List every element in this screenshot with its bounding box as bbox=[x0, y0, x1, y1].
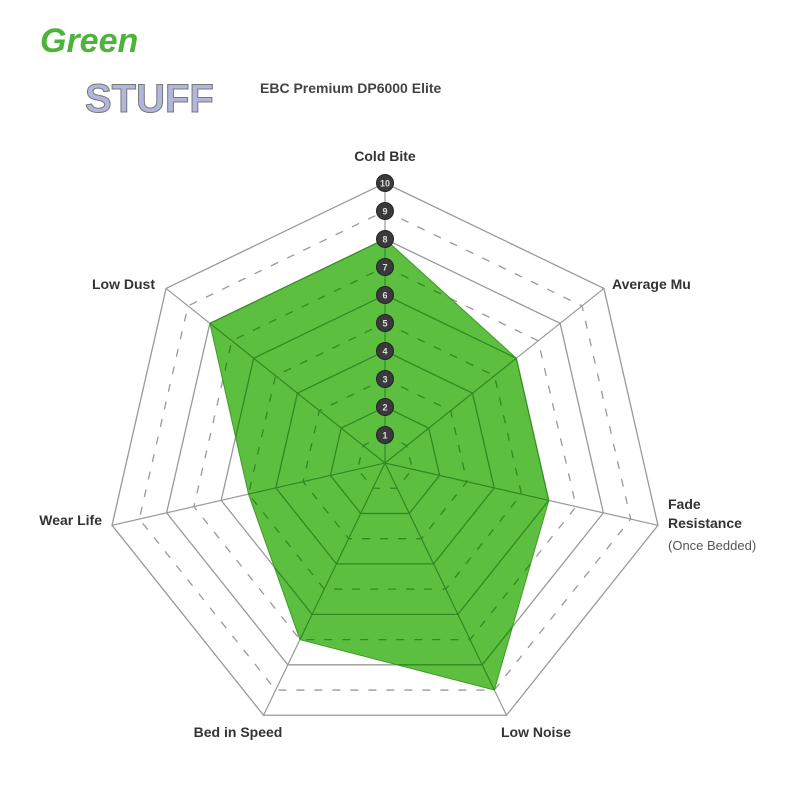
inner-ring-6 bbox=[220, 294, 549, 616]
scale-badge bbox=[376, 230, 394, 248]
axis-label-fade-resistance: Fade Resistance bbox=[668, 496, 742, 531]
scale-badge bbox=[376, 286, 394, 304]
inner-spoke bbox=[209, 462, 386, 526]
axis-sublabel-fade: (Once Bedded) bbox=[668, 538, 756, 553]
scale-tick-label: 10 bbox=[380, 179, 390, 189]
scale-tick-label: 7 bbox=[382, 263, 387, 273]
logo-stuff: STUFF bbox=[85, 77, 214, 121]
grid-ring-8 bbox=[165, 238, 605, 666]
scale-badge bbox=[376, 342, 394, 360]
scale-ticks: 1 2 3 4 5 6 7 8 9 10 bbox=[376, 174, 394, 444]
inner-ring-2 bbox=[329, 406, 441, 515]
inner-ring-4 bbox=[275, 350, 495, 565]
scale-tick-label: 9 bbox=[382, 207, 387, 217]
scale-tick-label: 2 bbox=[382, 403, 387, 413]
grid-ring-9 bbox=[138, 210, 632, 691]
logo: Green STUFF bbox=[40, 22, 214, 122]
scale-badge bbox=[376, 398, 394, 416]
scale-badge bbox=[376, 426, 394, 444]
inner-ring-3 bbox=[302, 378, 468, 540]
chart-title: EBC Premium DP6000 Elite bbox=[260, 80, 442, 96]
grid-ring-10 bbox=[111, 182, 659, 716]
scale-badge bbox=[376, 370, 394, 388]
scale-tick-label: 8 bbox=[382, 235, 387, 245]
scale-badge bbox=[376, 258, 394, 276]
scale-tick-label: 4 bbox=[382, 347, 387, 357]
scale-tick-label: 5 bbox=[382, 319, 387, 329]
axis-label-low-dust: Low Dust bbox=[92, 276, 155, 292]
axis-label-cold-bite: Cold Bite bbox=[354, 148, 416, 164]
scale-badge bbox=[376, 174, 394, 192]
scale-tick-label: 1 bbox=[382, 431, 387, 441]
inner-spoke bbox=[384, 462, 508, 691]
inner-spoke bbox=[209, 287, 386, 464]
axis-label-average-mu: Average Mu bbox=[612, 276, 691, 292]
scale-tick-label: 6 bbox=[382, 291, 387, 301]
inner-ring-5 bbox=[247, 322, 523, 590]
inner-spoke bbox=[384, 462, 549, 526]
logo-green: Green bbox=[40, 22, 138, 60]
axis-label-bed-in-speed: Bed in Speed bbox=[194, 724, 283, 740]
inner-spoke bbox=[384, 287, 549, 464]
scale-badge bbox=[376, 314, 394, 332]
scale-tick-label: 3 bbox=[382, 375, 387, 385]
axis-label-wear-life: Wear Life bbox=[39, 512, 102, 528]
axis-label-low-noise: Low Noise bbox=[501, 724, 571, 740]
scale-badge bbox=[376, 202, 394, 220]
